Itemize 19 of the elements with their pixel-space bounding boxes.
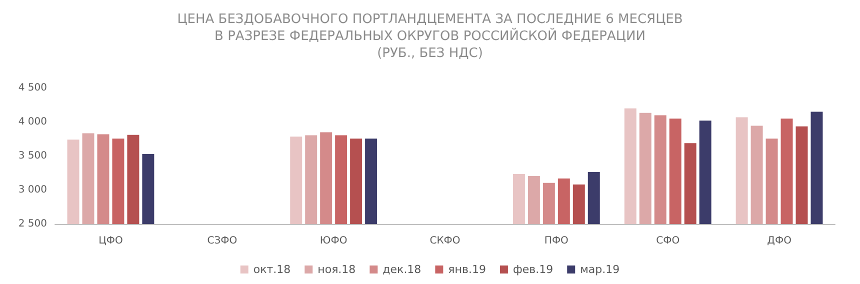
- legend-label: ноя.18: [318, 263, 356, 276]
- legend-label: янв.19: [448, 263, 486, 276]
- legend-label: фев.19: [512, 263, 554, 276]
- y-tick-label: 3 000: [18, 184, 47, 196]
- x-tick-label: СЗФО: [207, 236, 238, 246]
- x-tick-label: ДФО: [767, 236, 792, 246]
- y-tick-label: 4 500: [18, 82, 47, 94]
- y-tick-label: 3 500: [18, 150, 47, 162]
- chart-title: ЦЕНА БЕЗДОБАВОЧНОГО ПОРТЛАНДЦЕМЕНТА ЗА ПОСЛЕДНИЕ 6 МЕСЯЦЕВ В РАЗРЕЗЕ ФЕДЕРАЛЬНЫХ ОКРУГОВ РОССИЙСКОЙ ФЕДЕРАЦИИ (РУБ., БЕЗ НДС): [177, 12, 683, 61]
- y-tick-label: 2 500: [18, 218, 47, 230]
- legend-label: дек.18: [382, 263, 422, 276]
- x-tick-label: ЦФО: [98, 236, 123, 246]
- x-tick-label: СФО: [656, 236, 680, 246]
- legend-label: окт.18: [253, 263, 291, 276]
- x-tick-label: ПФО: [544, 236, 569, 246]
- legend-label: мар.19: [580, 263, 620, 276]
- y-tick-label: 4 000: [18, 116, 47, 128]
- x-tick-label: СКФО: [430, 236, 460, 246]
- x-tick-label: ЮФО: [320, 236, 348, 246]
